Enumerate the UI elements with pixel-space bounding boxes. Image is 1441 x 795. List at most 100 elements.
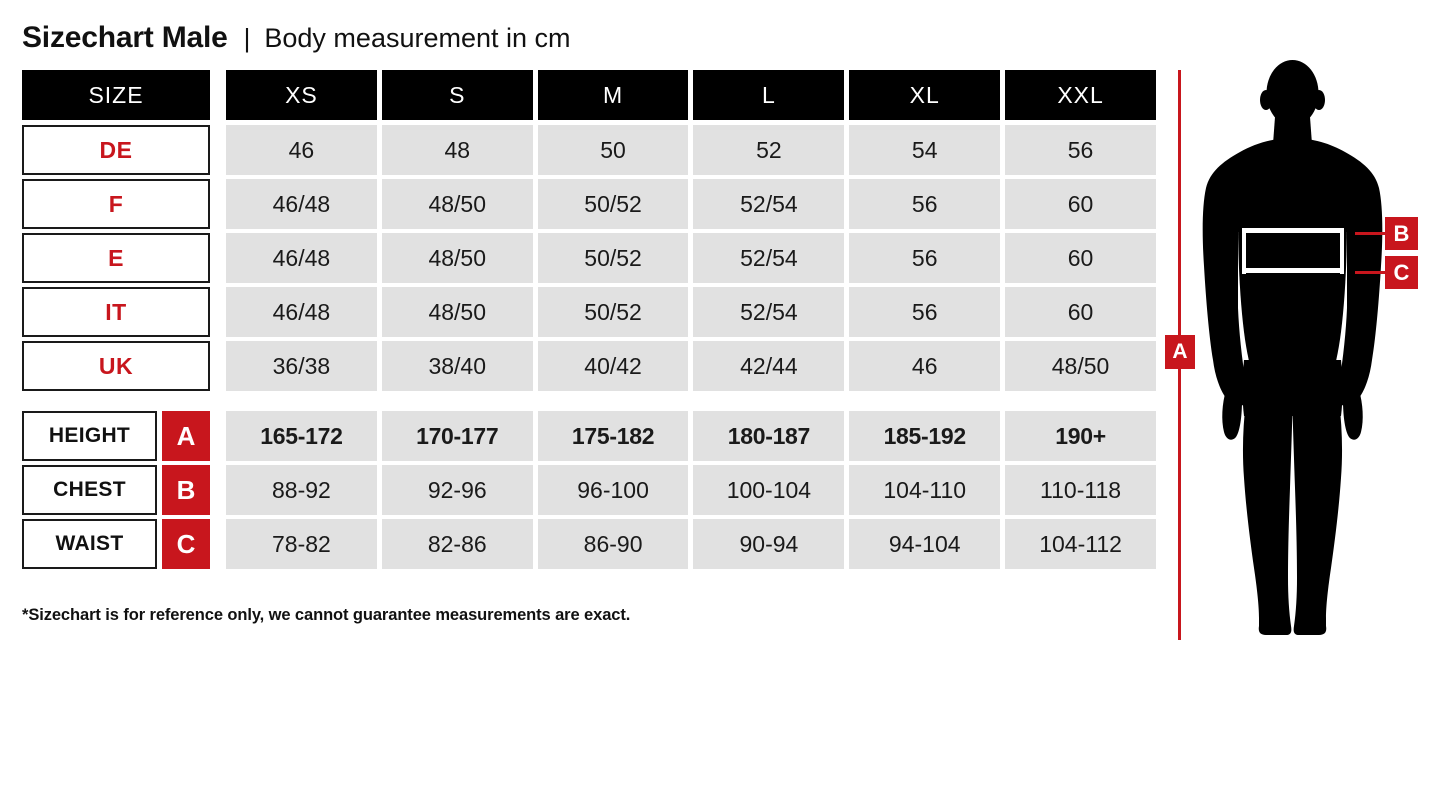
cell-chest-s: 92-96 [381,465,533,515]
row-cells-chest: 88-92 92-96 96-100 100-104 104-110 110-1… [226,465,1156,515]
cell-de-m: 50 [537,125,689,175]
header-cell-xs: XS [226,70,377,120]
row-label-it: IT [22,287,210,337]
row-cells-it: 46/48 48/50 50/52 52/54 56 60 [226,287,1156,337]
cell-de-s: 48 [381,125,533,175]
measure-name-waist: WAIST [22,519,157,569]
cell-chest-xxl: 110-118 [1005,465,1156,515]
figure-marker-waist: C [1355,256,1418,289]
row-label-e: E [22,233,210,283]
table-header-row: SIZE XS S M L XL XXL [22,70,1156,120]
page-title-subtitle: Body measurement in cm [264,22,571,53]
figure-badge-a: A [1165,335,1195,369]
leader-line-c-icon [1355,271,1385,274]
row-cells-f: 46/48 48/50 50/52 52/54 56 60 [226,179,1156,229]
cell-chest-xl: 104-110 [849,465,1001,515]
row-label-uk: UK [22,341,210,391]
cell-e-xxl: 60 [1005,233,1156,283]
cell-uk-s: 38/40 [381,341,533,391]
cell-f-m: 50/52 [537,179,689,229]
header-label-size: SIZE [22,70,210,120]
cell-waist-l: 90-94 [693,519,845,569]
table-row: DE 46 48 50 52 54 56 [22,125,1156,175]
row-cells-uk: 36/38 38/40 40/42 42/44 46 48/50 [226,341,1156,391]
table-row: UK 36/38 38/40 40/42 42/44 46 48/50 [22,341,1156,391]
cell-uk-xl: 46 [849,341,1001,391]
leader-line-b-icon [1355,232,1385,235]
page-title-main: Sizechart Male [22,21,228,54]
table-row: CHEST B 88-92 92-96 96-100 100-104 104-1… [22,465,1156,515]
measure-badge-c: C [162,519,210,569]
row-cells-height: 165-172 170-177 175-182 180-187 185-192 … [226,411,1156,461]
measure-name-chest: CHEST [22,465,157,515]
measure-badge-a: A [162,411,210,461]
cell-e-xs: 46/48 [226,233,377,283]
header-cell-l: L [693,70,845,120]
cell-e-l: 52/54 [693,233,845,283]
header-size-cells: XS S M L XL XXL [226,70,1156,120]
cell-waist-xl: 94-104 [849,519,1001,569]
table-row: IT 46/48 48/50 50/52 52/54 56 60 [22,287,1156,337]
cell-it-xxl: 60 [1005,287,1156,337]
sizechart-table: SIZE XS S M L XL XXL DE 46 48 50 52 54 5… [22,70,1156,573]
body-figure-panel: A B C [1160,60,1441,650]
row-cells-e: 46/48 48/50 50/52 52/54 56 60 [226,233,1156,283]
cell-height-s: 170-177 [381,411,533,461]
measure-badge-b: B [162,465,210,515]
cell-it-l: 52/54 [693,287,845,337]
row-label-de: DE [22,125,210,175]
cell-height-xl: 185-192 [849,411,1001,461]
cell-it-s: 48/50 [381,287,533,337]
cell-waist-m: 86-90 [537,519,689,569]
table-row: F 46/48 48/50 50/52 52/54 56 60 [22,179,1156,229]
table-row: HEIGHT A 165-172 170-177 175-182 180-187… [22,411,1156,461]
cell-height-xs: 165-172 [226,411,377,461]
cell-f-xxl: 60 [1005,179,1156,229]
cell-f-s: 48/50 [381,179,533,229]
cell-uk-m: 40/42 [537,341,689,391]
figure-marker-chest: B [1355,217,1418,250]
male-body-silhouette-icon [1202,60,1383,635]
measure-name-height: HEIGHT [22,411,157,461]
page-title: Sizechart Male | Body measurement in cm [22,18,571,58]
header-cell-s: S [381,70,533,120]
cell-de-xs: 46 [226,125,377,175]
cell-uk-xxl: 48/50 [1005,341,1156,391]
cell-de-l: 52 [693,125,845,175]
cell-waist-xs: 78-82 [226,519,377,569]
cell-f-xl: 56 [849,179,1001,229]
title-separator: | [243,22,251,53]
cell-uk-xs: 36/38 [226,341,377,391]
header-cell-m: M [537,70,689,120]
cell-it-xs: 46/48 [226,287,377,337]
cell-e-xl: 56 [849,233,1001,283]
cell-height-xxl: 190+ [1005,411,1156,461]
header-cell-xxl: XXL [1005,70,1156,120]
cell-chest-xs: 88-92 [226,465,377,515]
cell-waist-xxl: 104-112 [1005,519,1156,569]
cell-height-l: 180-187 [693,411,845,461]
row-cells-waist: 78-82 82-86 86-90 90-94 94-104 104-112 [226,519,1156,569]
table-row: E 46/48 48/50 50/52 52/54 56 60 [22,233,1156,283]
row-label-height: HEIGHT A [22,411,210,461]
cell-it-xl: 56 [849,287,1001,337]
row-label-chest: CHEST B [22,465,210,515]
row-label-waist: WAIST C [22,519,210,569]
row-cells-de: 46 48 50 52 54 56 [226,125,1156,175]
cell-height-m: 175-182 [537,411,689,461]
figure-badge-b: B [1385,217,1418,250]
cell-de-xl: 54 [849,125,1001,175]
cell-uk-l: 42/44 [693,341,845,391]
footnote-disclaimer: *Sizechart is for reference only, we can… [22,606,631,624]
cell-it-m: 50/52 [537,287,689,337]
cell-waist-s: 82-86 [381,519,533,569]
table-row: WAIST C 78-82 82-86 86-90 90-94 94-104 1… [22,519,1156,569]
header-cell-xl: XL [849,70,1001,120]
figure-badge-c: C [1385,256,1418,289]
cell-chest-l: 100-104 [693,465,845,515]
cell-de-xxl: 56 [1005,125,1156,175]
cell-f-xs: 46/48 [226,179,377,229]
cell-f-l: 52/54 [693,179,845,229]
row-label-f: F [22,179,210,229]
cell-e-m: 50/52 [537,233,689,283]
